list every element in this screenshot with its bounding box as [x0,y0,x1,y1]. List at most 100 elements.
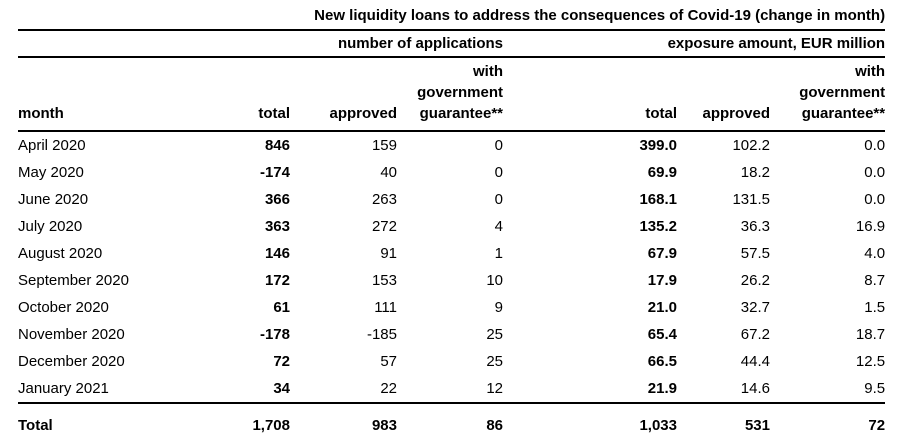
exp-guarantee-cell: 9.5 [864,380,886,397]
app-approved-cell: 159 [371,137,397,154]
app-approved-cell: -185 [366,326,397,343]
table-title: New liquidity loans to address the conse… [18,4,886,31]
app-guarantee-cell: 10 [486,272,503,289]
app-approved-cell: 40 [380,164,397,181]
column-header-row: month total approved with government gua… [18,57,886,132]
app-total-cell: 146 [264,245,290,262]
total-app-total-cell: 1,708 [178,402,290,444]
exp-guarantee-cell: 16.9 [855,218,886,235]
app-guarantee-cell: 0 [494,191,503,208]
app-approved-cell: 22 [380,380,397,397]
app-total-cell: 72 [273,353,290,370]
exp-total-cell: 135.2 [639,218,677,235]
app-guarantee-cell: 4 [494,218,503,235]
exp-approved-cell: 36.3 [740,218,770,235]
exp-total-cell: 69.9 [647,164,677,181]
exp-approved-cell: 102.2 [732,137,770,154]
table-row-january-2021: January 2021 34 22 12 21.9 14.6 9.5 [18,375,885,403]
total-app-approved-cell: 983 [290,402,397,444]
month-cell: July 2020 [18,218,83,235]
guarantee-header-line-3: guarantee** [419,105,503,122]
table-row-november-2020: November 2020 -178 -185 25 65.4 67.2 18.… [18,321,885,348]
table-row-september-2020: September 2020 172 153 10 17.9 26.2 8.7 [18,267,885,294]
col-header-exp-approved: approved [677,57,770,132]
total-app-guarantee-cell: 86 [397,402,503,444]
month-cell: May 2020 [18,164,84,181]
app-total-cell: 172 [264,272,290,289]
group-header-applications: number of applications [178,30,503,58]
exp-total-cell: 66.5 [647,353,677,370]
exp-approved-cell: 14.6 [740,380,770,397]
table-total-row: Total 1,708 983 86 1,033 531 72 [18,402,886,444]
exp-approved-cell: 18.2 [740,164,770,181]
guarantee-header-line-2: government [417,84,503,101]
exp-guarantee-cell: 4.0 [864,245,886,262]
month-cell: April 2020 [18,137,86,154]
exp-approved-cell: 44.4 [740,353,770,370]
exp-guarantee-cell: 1.5 [864,299,886,316]
table-row-october-2020: October 2020 61 111 9 21.0 32.7 1.5 [18,294,885,321]
month-cell: October 2020 [18,299,109,316]
col-header-app-approved: approved [290,57,397,132]
exp-guarantee-cell: 0.0 [864,191,886,208]
app-guarantee-cell: 1 [494,245,503,262]
table-row-december-2020: December 2020 72 57 25 66.5 44.4 12.5 [18,348,885,375]
month-cell: November 2020 [18,326,125,343]
guarantee-header-line-1: with [473,63,503,80]
app-approved-cell: 91 [380,245,397,262]
total-exp-total-cell: 1,033 [503,402,677,444]
group-header-spacer [18,30,178,58]
guarantee-header-line-1: with [855,63,886,80]
exp-total-cell: 21.0 [647,299,677,316]
liquidity-loans-table: New liquidity loans to address the conse… [18,4,886,444]
exp-total-cell: 17.9 [647,272,677,289]
app-total-cell: 366 [264,191,290,208]
app-guarantee-cell: 0 [494,164,503,181]
exp-guarantee-cell: 8.7 [864,272,886,289]
month-cell: January 2021 [18,380,109,397]
app-guarantee-cell: 25 [486,326,503,343]
app-guarantee-cell: 12 [486,380,503,397]
app-total-cell: -178 [259,326,290,343]
total-label-cell: Total [18,402,178,444]
app-total-cell: 846 [264,137,290,154]
table-row-june-2020: June 2020 366 263 0 168.1 131.5 0.0 [18,186,885,213]
table-title-row: New liquidity loans to address the conse… [18,4,886,31]
table-row-april-2020: April 2020 846 159 0 399.0 102.2 0.0 [18,131,885,159]
app-total-cell: -174 [259,164,290,181]
table-row-august-2020: August 2020 146 91 1 67.9 57.5 4.0 [18,240,885,267]
app-approved-cell: 153 [371,272,397,289]
exp-approved-cell: 131.5 [732,191,770,208]
total-exp-guarantee-cell: 72 [770,402,886,444]
exp-approved-cell: 67.2 [740,326,770,343]
exp-total-cell: 21.9 [647,380,677,397]
exp-guarantee-cell: 0.0 [864,137,886,154]
app-approved-cell: 272 [371,218,397,235]
table-row-july-2020: July 2020 363 272 4 135.2 36.3 16.9 [18,213,885,240]
month-cell: August 2020 [18,245,103,262]
col-header-exp-total: total [503,57,677,132]
exp-guarantee-cell: 18.7 [855,326,886,343]
group-header-exposure: exposure amount, EUR million [503,30,886,58]
exp-approved-cell: 32.7 [740,299,770,316]
table-row-may-2020: May 2020 -174 40 0 69.9 18.2 0.0 [18,159,885,186]
col-header-month: month [18,57,178,132]
app-approved-cell: 57 [380,353,397,370]
exp-guarantee-cell: 0.0 [864,164,886,181]
exp-total-cell: 168.1 [639,191,677,208]
app-guarantee-cell: 0 [494,137,503,154]
month-cell: December 2020 [18,353,125,370]
app-total-cell: 34 [273,380,290,397]
total-exp-approved-cell: 531 [677,402,770,444]
app-approved-cell: 111 [374,299,397,316]
app-guarantee-cell: 9 [494,299,503,316]
month-cell: September 2020 [18,272,129,289]
exp-guarantee-cell: 12.5 [855,353,886,370]
guarantee-header-line-2: government [799,84,886,101]
month-cell: June 2020 [18,191,89,208]
col-header-app-guarantee: with government guarantee** [397,57,503,132]
app-total-cell: 363 [264,218,290,235]
exp-total-cell: 399.0 [639,137,677,154]
column-group-header-row: number of applications exposure amount, … [18,30,886,58]
